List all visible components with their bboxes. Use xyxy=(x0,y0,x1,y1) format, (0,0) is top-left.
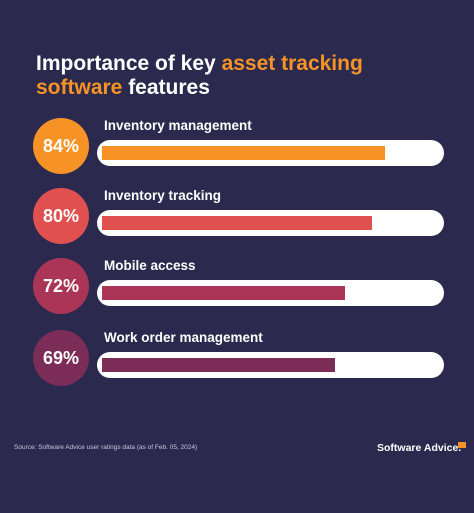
bar-track xyxy=(97,210,444,236)
brand-mark-icon xyxy=(458,442,466,448)
bar-fill xyxy=(102,146,385,160)
category-label: Work order management xyxy=(104,330,263,345)
value-badge: 80% xyxy=(33,188,89,244)
source-note: Source: Software Advice user ratings dat… xyxy=(14,444,198,451)
bar-track xyxy=(97,280,444,306)
category-label: Mobile access xyxy=(104,258,196,273)
bar-track xyxy=(97,352,444,378)
value-badge: 72% xyxy=(33,258,89,314)
bar-row: 84% Inventory management xyxy=(0,118,474,178)
bar-row: 72% Mobile access xyxy=(0,258,474,318)
title-suffix: features xyxy=(122,76,210,99)
bar-fill xyxy=(102,358,335,372)
chart-title: Importance of key asset tracking softwar… xyxy=(36,52,446,100)
bar-row: 69% Work order management xyxy=(0,330,474,390)
bar-fill xyxy=(102,216,372,230)
value-badge: 69% xyxy=(33,330,89,386)
bar-row: 80% Inventory tracking xyxy=(0,188,474,248)
bar-track xyxy=(97,140,444,166)
category-label: Inventory management xyxy=(104,118,252,133)
category-label: Inventory tracking xyxy=(104,188,222,203)
value-badge: 84% xyxy=(33,118,89,174)
bar-fill xyxy=(102,286,345,300)
title-prefix: Importance of key xyxy=(36,52,222,75)
title-highlight: asset tracking software xyxy=(36,52,363,99)
brand-logo: Software Advice. xyxy=(377,442,462,454)
